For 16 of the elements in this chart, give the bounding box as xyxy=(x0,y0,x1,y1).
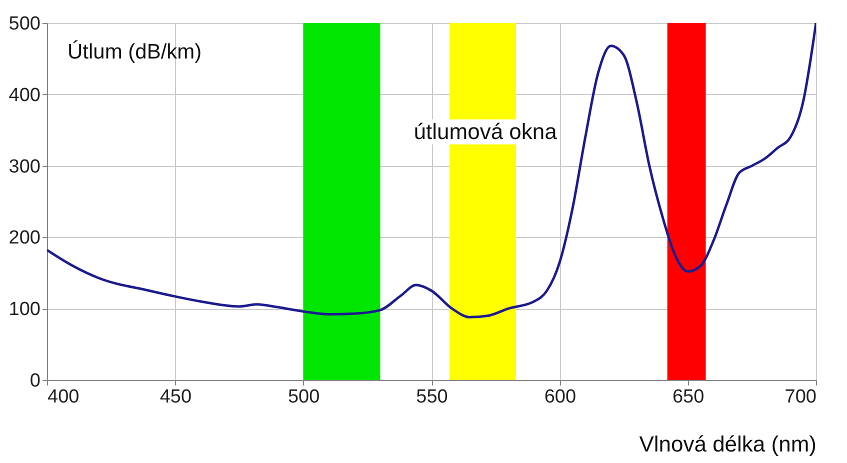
y-tick-label: 200 xyxy=(8,228,40,249)
x-tick-label: 550 xyxy=(416,386,448,408)
x-tick-label: 500 xyxy=(288,386,320,408)
y-tick-label: 500 xyxy=(8,14,40,34)
y-tick-label: 400 xyxy=(8,84,40,106)
annotation: útlumová okna xyxy=(414,118,558,144)
y-axis-title: Útlum (dB/km) xyxy=(68,40,202,64)
y-tick-label: 0 xyxy=(30,370,40,392)
x-axis-title: Vlnová délka (nm) xyxy=(639,432,816,456)
x-tick-label: 700 xyxy=(784,386,816,408)
x-tick-label: 400 xyxy=(48,386,80,408)
y-tick-label: 100 xyxy=(8,299,40,320)
x-tick-label: 600 xyxy=(544,386,576,408)
x-tick-label: 450 xyxy=(160,386,192,408)
x-tick-label: 650 xyxy=(672,386,704,408)
y-tick-label: 300 xyxy=(8,156,40,178)
